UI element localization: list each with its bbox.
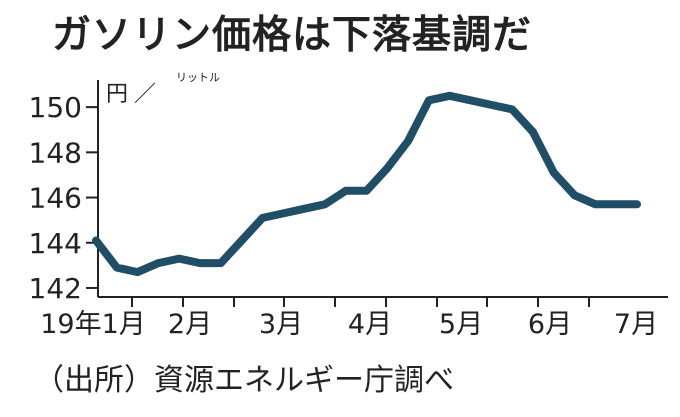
chart-title: ガソリン価格は下落基調だ <box>52 13 533 58</box>
y-tick-label: 148 <box>29 136 82 169</box>
x-tick-label: 6月 <box>528 309 572 340</box>
y-tick-label: 144 <box>29 227 82 260</box>
y-tick-label: 142 <box>29 272 82 305</box>
price-line <box>92 91 641 277</box>
source-note: （出所）資源エネルギー庁調べ <box>34 363 454 398</box>
x-tick-label: 2月 <box>168 309 212 340</box>
unit-yen: 円 <box>106 82 129 107</box>
x-tick-label: 7月 <box>614 309 658 340</box>
y-tick-label: 146 <box>29 182 82 215</box>
x-tick-label: 3月 <box>259 309 303 340</box>
x-tick-label: 4月 <box>348 309 392 340</box>
y-tick-label: 150 <box>29 91 82 124</box>
x-tick-label: 19年1月 <box>40 309 146 340</box>
unit-slash: ／ <box>134 82 157 107</box>
x-tick-label: 5月 <box>439 309 483 340</box>
